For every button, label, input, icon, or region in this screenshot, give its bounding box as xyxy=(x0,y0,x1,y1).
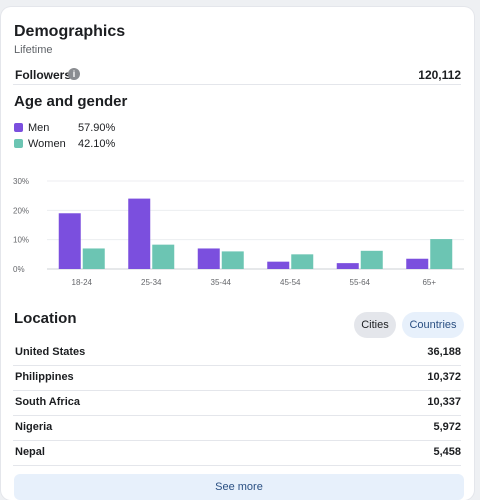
location-value: 36,188 xyxy=(427,346,461,358)
tab-cities[interactable]: Cities xyxy=(354,312,396,338)
location-name: United States xyxy=(15,346,86,358)
bar-women-25-34[interactable] xyxy=(152,244,175,269)
location-name: South Africa xyxy=(15,396,80,408)
x-tick-label: 65+ xyxy=(422,278,436,287)
y-tick-label: 30% xyxy=(13,177,29,186)
table-row: Nigeria 5,972 xyxy=(13,416,461,441)
table-row: Nepal 5,458 xyxy=(13,441,461,466)
y-tick-label: 20% xyxy=(13,206,29,215)
y-tick-label: 10% xyxy=(13,236,29,245)
bar-women-55-64[interactable] xyxy=(360,250,383,269)
demographics-card: Demographics Lifetime Followers i 120,11… xyxy=(1,7,474,500)
bar-women-18-24[interactable] xyxy=(82,248,105,269)
location-name: Nepal xyxy=(15,446,45,458)
bar-men-55-64[interactable] xyxy=(336,263,359,269)
x-tick-label: 35-44 xyxy=(211,278,232,287)
location-name: Nigeria xyxy=(15,421,53,433)
location-name: Philippines xyxy=(15,371,74,383)
men-swatch xyxy=(14,123,23,132)
x-tick-label: 25-34 xyxy=(141,278,162,287)
location-value: 5,972 xyxy=(433,421,461,433)
x-tick-label: 18-24 xyxy=(72,278,93,287)
page-subtitle: Lifetime xyxy=(14,44,53,56)
table-row: South Africa 10,337 xyxy=(13,391,461,416)
location-title: Location xyxy=(14,310,77,327)
legend-percent: 42.10% xyxy=(78,138,116,150)
info-icon[interactable]: i xyxy=(68,68,80,80)
legend-label: Men xyxy=(28,122,50,134)
followers-row: Followers i 120,112 xyxy=(13,62,461,85)
bar-men-45-54[interactable] xyxy=(267,261,290,269)
location-value: 10,337 xyxy=(427,396,461,408)
see-more-button[interactable]: See more xyxy=(14,474,464,500)
followers-label: Followers xyxy=(15,68,72,82)
bar-women-65+[interactable] xyxy=(430,239,453,269)
age-gender-bar-chart: 0% 10% 20% 30% 18-24 25-34 35-44 45-54 55-64 65+ xyxy=(13,177,464,287)
bar-women-45-54[interactable] xyxy=(291,254,314,269)
table-row: Philippines 10,372 xyxy=(13,366,461,391)
x-tick-label: 55-64 xyxy=(350,278,371,287)
tab-countries[interactable]: Countries xyxy=(402,312,464,338)
age-gender-title: Age and gender xyxy=(14,93,128,110)
x-tick-label: 45-54 xyxy=(280,278,301,287)
bar-men-25-34[interactable] xyxy=(128,198,151,269)
bar-men-18-24[interactable] xyxy=(58,213,81,269)
bar-men-65+[interactable] xyxy=(406,258,429,269)
women-swatch xyxy=(14,139,23,148)
location-value: 5,458 xyxy=(433,446,461,458)
table-row: United States 36,188 xyxy=(13,341,461,366)
legend-percent: 57.90% xyxy=(78,122,116,134)
bar-women-35-44[interactable] xyxy=(221,251,244,269)
location-value: 10,372 xyxy=(427,371,461,383)
followers-count: 120,112 xyxy=(418,68,461,82)
bar-men-35-44[interactable] xyxy=(197,248,220,269)
page-title: Demographics xyxy=(14,23,126,40)
legend-label: Women xyxy=(28,138,66,150)
y-tick-label: 0% xyxy=(13,265,25,274)
